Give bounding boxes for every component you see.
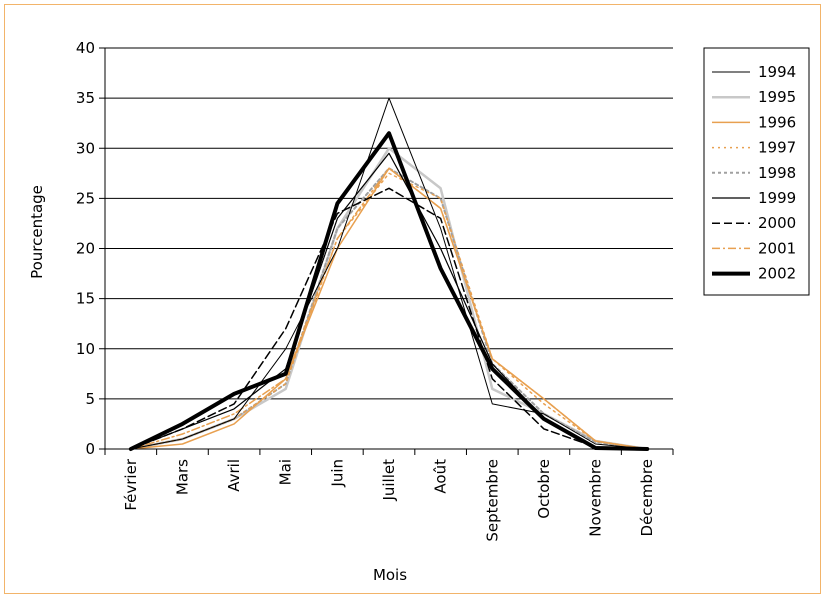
y-tick-label: 5 [85,390,95,408]
series-line-2000 [130,187,648,450]
y-tick-label: 35 [76,89,95,107]
y-tick-label: 0 [85,440,95,458]
series-lines [128,97,650,451]
x-tick-label: Juillet [380,459,398,502]
legend: 1994 1995 1996 1997 1998 1999 2000 2001 2002 [703,47,810,296]
y-tick-labels: 0 5 10 15 20 25 30 35 40 [76,39,95,458]
x-tick-label: Septembre [483,459,501,542]
legend-box [703,47,810,296]
y-tick-label: 25 [76,189,95,207]
legend-label-1997: 1997 [758,139,796,157]
legend-label-2000: 2000 [758,214,796,232]
x-tick-label: Mai [277,459,295,485]
legend-label-2001: 2001 [758,239,796,257]
x-tick-labels: Février Mars Avril Mai Juin Juillet Août Septem… [122,458,656,541]
series-line-2001 [130,167,648,450]
legend-label-1999: 1999 [758,189,796,207]
series-line-1999 [130,152,648,450]
x-tick-label: Mars [173,459,191,495]
y-tick-label: 40 [76,39,95,57]
legend-label-1998: 1998 [758,164,796,182]
y-tick-label: 15 [76,290,95,308]
y-tick-label: 20 [76,240,95,258]
series-line-1994 [130,97,648,450]
y-tick-label: 10 [76,340,95,358]
y-axis-label: Pourcentage [28,185,46,279]
x-tick-label: Novembre [587,459,605,537]
axes [104,48,674,455]
legend-label-1996: 1996 [758,113,796,131]
x-tick-label: Décembre [638,459,656,536]
y-tick-label: 30 [76,139,95,157]
x-tick-label: Juin [328,459,346,488]
legend-label-1994: 1994 [758,63,796,81]
x-tick-label: Février [122,458,140,510]
legend-label-2002: 2002 [758,265,796,283]
x-tick-label: Avril [225,459,243,492]
series-line-2002 [128,131,650,451]
x-tick-label: Août [432,459,450,494]
x-tick-label: Octobre [535,459,553,519]
x-axis-label: Mois [373,566,407,584]
legend-label-1995: 1995 [758,88,796,106]
